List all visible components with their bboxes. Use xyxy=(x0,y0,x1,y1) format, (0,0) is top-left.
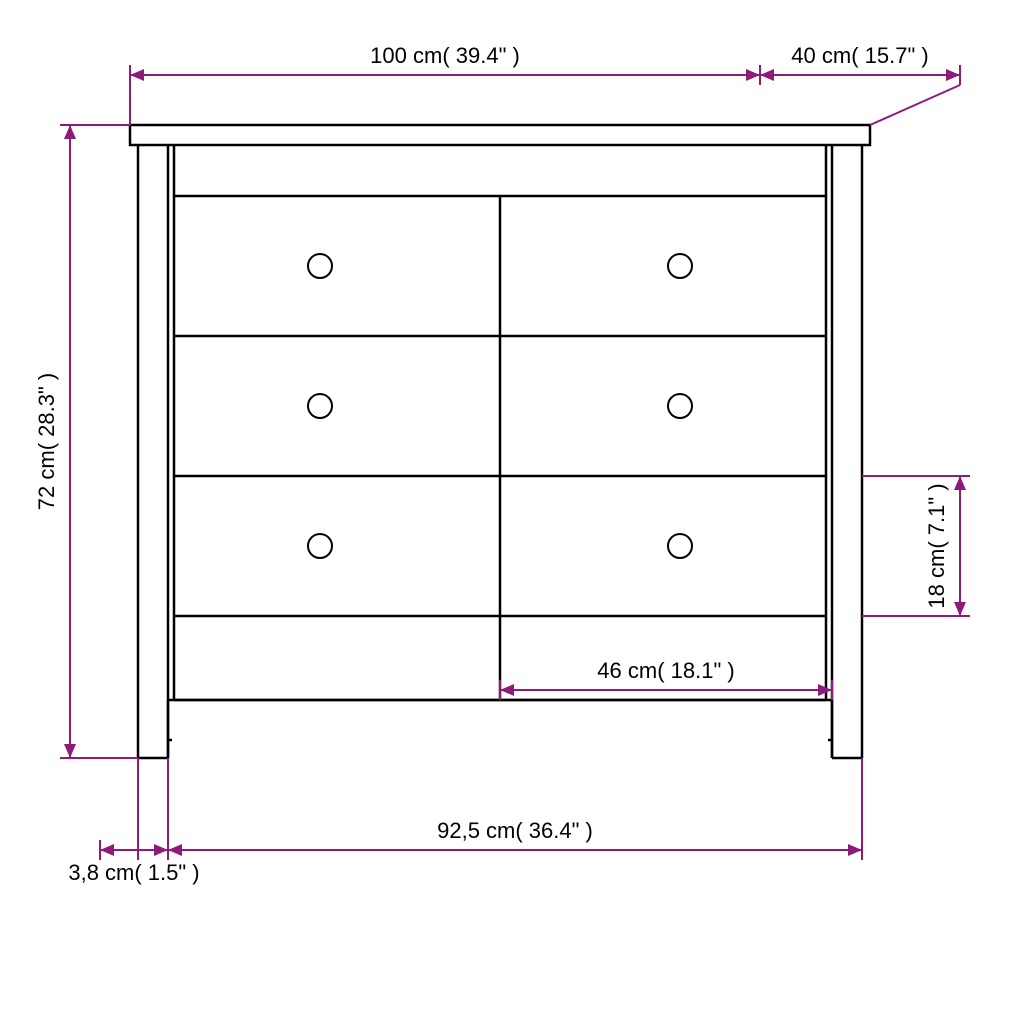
drawer-knob xyxy=(308,534,332,558)
dimension-horizontal: 40 cm( 15.7" ) xyxy=(760,43,960,85)
drawer-knob xyxy=(308,394,332,418)
cabinet-drawing xyxy=(130,125,870,758)
leg-right xyxy=(826,145,862,758)
drawer-knob xyxy=(668,254,692,278)
dimension-vertical: 72 cm( 28.3" ) xyxy=(34,125,80,758)
drawer-knob xyxy=(668,534,692,558)
drawer-knob xyxy=(668,394,692,418)
dimension-vertical: 18 cm( 7.1" ) xyxy=(924,476,970,616)
dimension-horizontal: 92,5 cm( 36.4" ) xyxy=(168,818,862,860)
svg-text:18 cm( 7.1" ): 18 cm( 7.1" ) xyxy=(924,483,949,608)
svg-text:92,5 cm( 36.4" ): 92,5 cm( 36.4" ) xyxy=(437,818,593,843)
svg-text:100 cm( 39.4" ): 100 cm( 39.4" ) xyxy=(370,43,520,68)
svg-text:3,8 cm( 1.5" ): 3,8 cm( 1.5" ) xyxy=(68,860,199,885)
dimension-horizontal: 46 cm( 18.1" ) xyxy=(500,658,832,700)
leg-left xyxy=(138,145,174,758)
svg-text:72 cm( 28.3" ): 72 cm( 28.3" ) xyxy=(34,373,59,510)
dimension-horizontal: 100 cm( 39.4" ) xyxy=(130,43,760,85)
svg-text:46 cm( 18.1" ): 46 cm( 18.1" ) xyxy=(597,658,734,683)
drawer-knob xyxy=(308,254,332,278)
svg-text:40 cm( 15.7" ): 40 cm( 15.7" ) xyxy=(791,43,928,68)
